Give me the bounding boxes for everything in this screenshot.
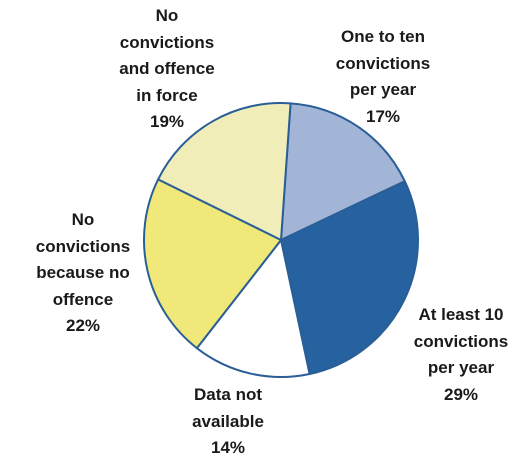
label-line: per year	[427, 358, 495, 377]
label-line: offence	[52, 289, 114, 309]
label-line: convictions	[335, 53, 431, 73]
slice-data-not-available	[195, 239, 311, 378]
label-percent: 17%	[365, 106, 401, 126]
label-percent: 14%	[210, 438, 246, 457]
label-line: per year	[349, 80, 417, 99]
label-no-convictions-offence-in-force: No convictions and offence in force 19%	[102, 3, 232, 136]
slice-no-convictions-no-offence	[143, 178, 282, 350]
label-line: convictions	[119, 32, 215, 52]
label-line: available	[192, 411, 264, 431]
label-data-not-available: Data not available 14%	[168, 382, 288, 462]
label-one-to-ten: One to ten convictions per year 17%	[318, 24, 448, 130]
slice-one-to-ten	[280, 102, 406, 241]
pie-slices	[143, 101, 419, 378]
label-line: convictions	[35, 236, 131, 256]
label-line: convictions	[413, 331, 509, 351]
label-line: No	[71, 210, 95, 229]
label-line: At least 10	[418, 305, 504, 324]
label-line: One to ten	[340, 27, 426, 46]
label-line: No	[155, 6, 179, 25]
label-percent: 19%	[149, 112, 185, 131]
label-line: and offence	[119, 59, 215, 78]
label-percent: 29%	[443, 384, 479, 404]
slice-at-least-10	[280, 180, 419, 375]
label-at-least-10: At least 10 convictions per year 29%	[396, 302, 522, 408]
slice-no-convictions-offence-in-force	[157, 101, 292, 241]
label-line: Data not	[194, 385, 262, 404]
label-no-convictions-no-offence: No convictions because no offence 22%	[18, 207, 148, 340]
label-percent: 22%	[65, 316, 101, 335]
label-line: because no	[36, 263, 130, 282]
label-line: in force	[136, 85, 198, 105]
